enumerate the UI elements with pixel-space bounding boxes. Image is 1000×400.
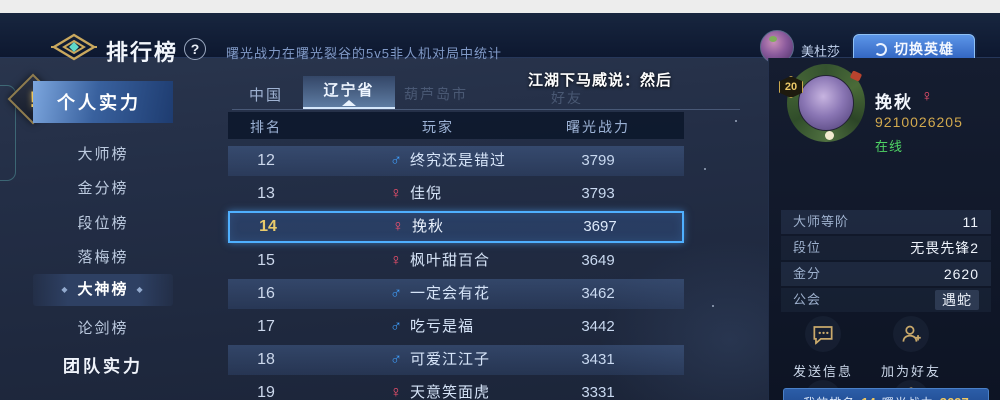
female-icon: ♀ — [392, 218, 404, 235]
message-icon — [805, 316, 841, 352]
player-id: 9210026205 — [875, 114, 963, 130]
male-icon: ♂ — [390, 285, 402, 302]
sidebar-header-personal-power[interactable]: 个人实力 — [33, 81, 173, 123]
male-icon: ♂ — [390, 152, 402, 169]
player-name: 挽秋 — [875, 93, 913, 112]
add-friend-button[interactable]: 加为好友 — [871, 316, 951, 380]
left-edge-handle[interactable] — [0, 85, 16, 181]
female-icon: ♀ — [390, 252, 402, 269]
table-row[interactable]: 19 ♀ 天意笑面虎 3331 — [228, 378, 684, 400]
send-message-button[interactable]: 发送信息 — [783, 316, 863, 380]
sidebar-item-master-rank[interactable]: 大师榜 — [77, 146, 129, 163]
tab-friends[interactable]: 好友 — [551, 90, 583, 106]
tabs-separator — [232, 109, 740, 110]
top-letterbox-strip — [0, 0, 1000, 13]
wreath-flower — [825, 131, 834, 140]
online-status: 在线 — [875, 139, 904, 154]
female-icon: ♀ — [921, 88, 933, 105]
chevron-up-icon — [342, 100, 356, 106]
stat-row-master-tier: 大师等阶 11 — [781, 210, 991, 234]
sidebar-item-tier-rank[interactable]: 段位榜 — [77, 215, 129, 232]
stat-row-gold-score: 金分 2620 — [781, 262, 991, 286]
diamond-bullet-icon: ◆ — [136, 285, 145, 294]
table-row[interactable]: 18 ♂ 可爱江江子 3431 — [228, 345, 684, 375]
level-badge: 20 — [779, 76, 803, 98]
table-row[interactable]: 16 ♂ 一定会有花 3462 — [228, 279, 684, 309]
stat-row-guild: 公会 遇蛇 — [781, 288, 991, 312]
ranking-description: 曙光战力在曙光裂谷的5v5非人机对局中统计 — [226, 46, 502, 61]
column-header-power: 曙光战力 — [566, 119, 630, 135]
column-header-player: 玩家 — [422, 119, 454, 135]
table-header: 排名 玩家 曙光战力 — [228, 112, 684, 139]
my-rank-bar: 我的排名 14 曙光战力 3697 — [783, 388, 989, 400]
help-icon[interactable]: ? — [184, 38, 206, 60]
female-icon: ♀ — [390, 384, 402, 400]
sidebar-item-luomei-rank[interactable]: 落梅榜 — [77, 249, 129, 266]
scene-star — [735, 120, 737, 122]
table-row-selected[interactable]: 14 ♀ 挽秋 3697 — [228, 211, 684, 243]
scene-star — [712, 305, 714, 307]
tab-china[interactable]: 中国 — [248, 87, 283, 104]
tab-city[interactable]: 葫芦岛市 — [404, 86, 468, 102]
table-row[interactable]: 12 ♂ 终究还是错过 3799 — [228, 146, 684, 176]
wreath-ribbon — [849, 70, 863, 82]
male-icon: ♂ — [390, 318, 402, 335]
female-icon: ♀ — [390, 185, 402, 202]
sidebar-item-great-god-rank[interactable]: ◆ 大神榜 ◆ — [33, 274, 173, 306]
refresh-icon — [874, 42, 887, 56]
table-row[interactable]: 13 ♀ 佳倪 3793 — [228, 179, 684, 209]
male-icon: ♂ — [390, 351, 402, 368]
tab-liaoning-selected[interactable]: 辽宁省 — [303, 76, 395, 109]
ranking-logo-icon — [51, 33, 97, 61]
player-profile-panel: 20 挽秋 ♀ 9210026205 在线 大师等阶 11 段位 无畏先锋2 金… — [768, 58, 1000, 400]
current-hero-name: 美杜莎 — [801, 44, 841, 59]
table-row[interactable]: 15 ♀ 枫叶甜百合 3649 — [228, 246, 684, 276]
scene-star — [704, 168, 706, 170]
table-row[interactable]: 17 ♂ 吃亏是福 3442 — [228, 312, 684, 342]
column-header-rank: 排名 — [250, 119, 282, 135]
sidebar-item-sword-debate-rank[interactable]: 论剑榜 — [77, 320, 129, 337]
player-avatar[interactable] — [787, 64, 865, 142]
sidebar-header-team-power[interactable]: 团队实力 — [63, 357, 143, 376]
chat-marquee: 江湖下马威说：然后 — [527, 72, 672, 89]
page-title: 排行榜 — [106, 40, 179, 65]
sidebar-item-gold-score-rank[interactable]: 金分榜 — [77, 180, 129, 197]
diamond-bullet-icon: ◆ — [61, 285, 70, 294]
add-friend-icon — [893, 316, 929, 352]
stat-row-rank-tier: 段位 无畏先锋2 — [781, 236, 991, 260]
top-bar: 排行榜 ? 曙光战力在曙光裂谷的5v5非人机对局中统计 美杜莎 切换英雄 — [0, 13, 1000, 65]
